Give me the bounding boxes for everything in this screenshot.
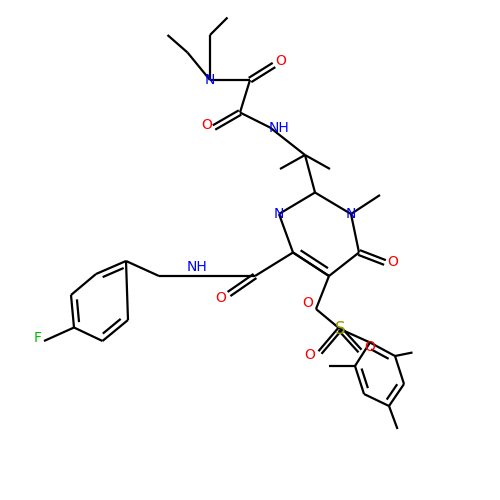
Text: O: O — [388, 256, 398, 270]
Text: N: N — [205, 73, 215, 87]
Text: O: O — [364, 340, 376, 354]
Text: N: N — [274, 207, 284, 221]
Text: NH: NH — [268, 120, 289, 134]
Text: NH: NH — [187, 260, 208, 274]
Text: N: N — [346, 207, 356, 221]
Text: F: F — [34, 332, 42, 345]
Text: S: S — [335, 320, 345, 338]
Text: O: O — [276, 54, 286, 68]
Text: O: O — [202, 118, 212, 132]
Text: O: O — [302, 296, 314, 310]
Text: O: O — [216, 291, 226, 305]
Text: O: O — [304, 348, 316, 362]
